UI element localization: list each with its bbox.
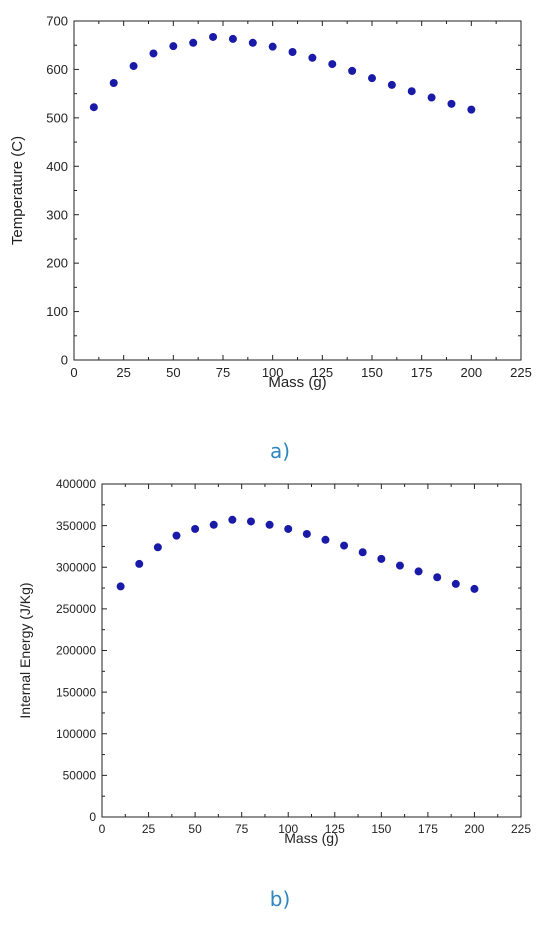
x-tick-label: 175 <box>418 822 438 836</box>
x-tick-label: 25 <box>116 365 130 380</box>
y-tick-label: 300000 <box>56 560 96 574</box>
x-tick-label: 225 <box>511 822 531 836</box>
data-point <box>209 32 218 41</box>
y-tick-label: 700 <box>46 14 68 29</box>
y-tick-label: 50000 <box>63 769 97 783</box>
data-point <box>470 584 479 593</box>
x-tick-label: 25 <box>142 822 156 836</box>
data-point <box>377 554 386 563</box>
data-point <box>149 49 158 58</box>
data-point <box>467 105 476 114</box>
data-point <box>246 517 255 526</box>
data-point <box>169 42 178 51</box>
chart-b: 0 25 50 75 100 125 150 175 200 225 0 50000 100000 150… <box>17 477 531 911</box>
x-tick-label: 150 <box>361 365 383 380</box>
y-tick-label: 0 <box>61 353 68 368</box>
figure-caption: a) <box>270 439 290 463</box>
y-tick-label: 100 <box>46 304 68 319</box>
x-tick-label: 100 <box>278 822 298 836</box>
data-point <box>284 524 293 533</box>
data-point <box>109 78 118 87</box>
data-point <box>358 548 367 557</box>
plot-frame <box>73 20 522 361</box>
x-tick-label: 150 <box>371 822 391 836</box>
y-tick-label: 400 <box>46 159 68 174</box>
data-point <box>340 541 349 550</box>
data-point <box>189 38 198 47</box>
data-point <box>447 99 456 108</box>
data-point <box>427 93 436 102</box>
data-point <box>116 582 125 591</box>
data-point <box>414 567 423 576</box>
x-tick-label: 0 <box>70 365 77 380</box>
x-tick-label: 125 <box>311 365 333 380</box>
x-tick-label: 50 <box>188 822 202 836</box>
data-point <box>407 87 416 96</box>
data-point <box>302 529 311 538</box>
data-point <box>348 66 357 75</box>
y-tick-label: 600 <box>46 62 68 77</box>
data-point <box>328 60 337 69</box>
y-tick-label: 0 <box>89 810 96 824</box>
y-tick-label: 500 <box>46 110 68 125</box>
x-tick-label: 75 <box>235 822 249 836</box>
y-tick-label: 350000 <box>56 519 96 533</box>
x-tick-label: 175 <box>411 365 433 380</box>
data-point <box>387 80 396 89</box>
data-point <box>308 53 317 62</box>
x-axis-label: Mass (g) <box>268 374 326 391</box>
data-point <box>368 74 376 83</box>
plot-frame <box>101 483 522 818</box>
data-point <box>433 573 442 582</box>
x-tick-label: 200 <box>460 365 482 380</box>
x-tick-label: 75 <box>216 365 230 380</box>
y-tick-label: 200000 <box>56 644 96 658</box>
data-point <box>153 543 162 552</box>
data-point <box>451 579 460 588</box>
x-tick-label: 225 <box>510 365 532 380</box>
data-point <box>129 62 138 71</box>
data-point <box>268 42 277 51</box>
x-tick-label: 100 <box>262 365 284 380</box>
y-tick-label: 250000 <box>56 602 96 616</box>
y-axis-label: Temperature (C) <box>9 136 26 245</box>
data-point <box>135 559 144 568</box>
data-point <box>228 34 237 43</box>
data-point <box>395 561 404 570</box>
x-tick-label: 0 <box>99 822 106 836</box>
data-point <box>265 520 274 529</box>
x-tick-label: 125 <box>325 822 345 836</box>
data-point <box>248 38 257 47</box>
data-point <box>209 520 218 529</box>
data-point <box>228 515 237 524</box>
x-tick-label: 50 <box>166 365 180 380</box>
data-point <box>172 531 181 540</box>
y-axis-label: Internal Energy (J/Kg) <box>17 582 33 718</box>
y-tick-label: 200 <box>46 256 68 271</box>
figure-caption: b) <box>270 887 291 911</box>
x-axis-label: Mass (g) <box>284 830 338 846</box>
y-tick-label: 150000 <box>56 685 96 699</box>
chart-a: 0 25 50 75 100 125 150 175 200 225 0 100 200 300 400 50… <box>9 14 532 463</box>
x-tick-label: 200 <box>464 822 484 836</box>
y-tick-label: 300 <box>46 207 68 222</box>
data-point <box>321 535 330 544</box>
data-point <box>89 103 98 112</box>
data-point <box>288 47 297 56</box>
data-point <box>191 524 200 533</box>
y-tick-label: 100000 <box>56 727 96 741</box>
y-tick-label: 400000 <box>56 477 96 491</box>
